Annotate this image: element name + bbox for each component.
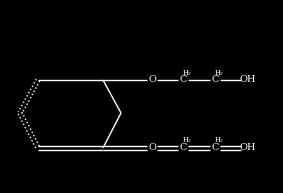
Text: H₂: H₂ [215, 69, 223, 77]
Text: OH: OH [240, 75, 256, 85]
Text: O: O [148, 144, 156, 152]
Text: C: C [211, 75, 219, 85]
Text: C: C [179, 144, 187, 152]
Text: C: C [179, 75, 187, 85]
Text: C: C [211, 144, 219, 152]
Text: OH: OH [240, 144, 256, 152]
Text: H₂: H₂ [215, 136, 223, 144]
Text: O: O [148, 75, 156, 85]
Text: H₂: H₂ [183, 69, 191, 77]
Text: H₂: H₂ [183, 136, 191, 144]
